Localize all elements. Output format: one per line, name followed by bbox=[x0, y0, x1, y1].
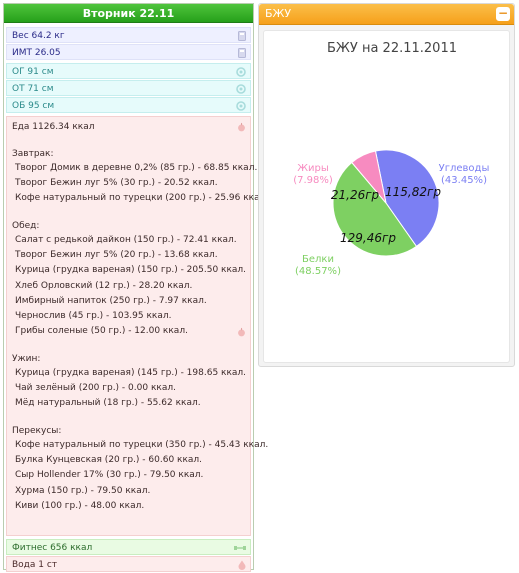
water-label: Вода 1 ст bbox=[12, 560, 58, 570]
dumbbell-icon[interactable] bbox=[234, 543, 246, 553]
pie-chart: БЖУ на 22.11.2011 115,82гр Углеводы(43.45… bbox=[293, 41, 490, 277]
bju-panel-title: БЖУ bbox=[265, 7, 292, 20]
food-total[interactable]: Еда 1126.34 ккал bbox=[12, 122, 95, 132]
bju-panel: БЖУ − БЖУ на 22.11.2011 115,82гр Углеводы… bbox=[258, 3, 515, 367]
fitness-label: Фитнес 656 ккал bbox=[12, 543, 93, 553]
weight-label: Вес 64.2 кг bbox=[12, 31, 65, 41]
apple-icon[interactable] bbox=[237, 327, 246, 337]
slice-percent-label: (7.98%) bbox=[293, 175, 333, 186]
collapse-button[interactable]: − bbox=[496, 6, 510, 21]
slice-fats[interactable] bbox=[351, 150, 387, 204]
ob-label: ОБ 95 см bbox=[12, 101, 55, 111]
tape-measure-icon[interactable] bbox=[236, 84, 246, 94]
food-item[interactable]: Творог Бежин луг 5% (20 гр.) - 13.68 кка… bbox=[15, 250, 218, 261]
food-item[interactable]: Кофе натуральный по турецки (350 гр.) - … bbox=[15, 440, 269, 451]
slice-value-label: 129,46гр bbox=[340, 231, 396, 245]
water-drop-icon[interactable] bbox=[238, 560, 246, 570]
bju-panel-header: БЖУ − bbox=[259, 4, 514, 25]
food-item[interactable]: Чай зелёный (200 гр.) - 0.00 ккал. bbox=[15, 383, 176, 394]
day-title[interactable]: Вторник 22.11 bbox=[4, 4, 253, 23]
food-item[interactable]: Кофе натуральный по турецки (200 гр.) - … bbox=[15, 193, 269, 204]
food-item[interactable]: Творог Домик в деревне 0,2% (85 гр.) - 6… bbox=[15, 163, 258, 173]
slice-carbs[interactable] bbox=[374, 149, 440, 248]
slice-percent-label: (48.57%) bbox=[295, 266, 341, 277]
slice-value-label: 115,82гр bbox=[385, 185, 441, 199]
meal-title-lunch: Обед: bbox=[12, 221, 40, 232]
slice-name-label: Углеводы bbox=[439, 163, 490, 174]
food-item[interactable]: Имбирный напиток (250 гр.) - 7.97 ккал. bbox=[15, 295, 207, 306]
food-item[interactable]: Салат с редькой дайкон (150 гр.) - 72.41… bbox=[15, 235, 237, 246]
apple-icon[interactable] bbox=[237, 122, 246, 132]
food-item[interactable]: Чернослив (45 гр.) - 103.95 ккал. bbox=[15, 310, 172, 321]
water-row[interactable]: Вода 1 ст bbox=[6, 556, 251, 572]
chart-area: БЖУ на 22.11.2011 115,82гр Углеводы (43.45… bbox=[263, 30, 510, 363]
food-item[interactable]: Грибы соленые (50 гр.) - 12.00 ккал. bbox=[15, 325, 188, 336]
chart-title: БЖУ на 22.11.2011 bbox=[327, 41, 457, 56]
food-block: Еда 1126.34 ккал Завтрак: Творог Домик в… bbox=[6, 116, 269, 536]
food-item[interactable]: Сыр Hollender 17% (30 гр.) - 79.50 ккал. bbox=[15, 470, 204, 481]
tape-measure-icon[interactable] bbox=[236, 101, 246, 111]
slice-name-label: Жиры bbox=[297, 163, 329, 174]
tape-measure-icon[interactable] bbox=[236, 67, 246, 77]
meal-title-breakfast: Завтрак: bbox=[12, 149, 54, 159]
fitness-row[interactable]: Фитнес 656 ккал bbox=[6, 539, 251, 555]
slice-name-label: Белки bbox=[302, 254, 334, 265]
slice-percent-label: (43.45%) bbox=[441, 175, 487, 186]
food-item[interactable]: Творог Бежин луг 5% (30 гр.) - 20.52 кка… bbox=[15, 178, 218, 189]
weight-row[interactable]: Вес 64.2 кг bbox=[6, 27, 251, 43]
food-item[interactable]: Хурма (150 гр.) - 79.50 ккал. bbox=[15, 485, 151, 496]
og-row[interactable]: ОГ 91 см bbox=[6, 63, 251, 79]
food-item[interactable]: Хлеб Орловский (12 гр.) - 28.20 ккал. bbox=[15, 280, 193, 291]
ob-row[interactable]: ОБ 95 см bbox=[6, 97, 251, 113]
ot-row[interactable]: ОТ 71 см bbox=[6, 80, 251, 96]
meal-title-dinner: Ужин: bbox=[12, 353, 41, 364]
bmi-label: ИМТ 26.05 bbox=[12, 48, 61, 58]
slice-value-label: 21,26гр bbox=[331, 188, 380, 202]
food-item[interactable]: Курица (грудка вареная) (145 гр.) - 198.… bbox=[15, 367, 247, 378]
bmi-row[interactable]: ИМТ 26.05 bbox=[6, 44, 251, 60]
meal-title-snacks: Перекусы: bbox=[12, 426, 62, 437]
food-item[interactable]: Киви (100 гр.) - 48.00 ккал. bbox=[15, 500, 145, 511]
ot-label: ОТ 71 см bbox=[12, 84, 54, 94]
scale-icon[interactable] bbox=[238, 31, 246, 41]
og-label: ОГ 91 см bbox=[12, 67, 54, 77]
food-item[interactable]: Булка Кунцевская (20 гр.) - 60.60 ккал. bbox=[15, 455, 203, 466]
food-item[interactable]: Курица (грудка вареная) (150 гр.) - 205.… bbox=[15, 265, 247, 276]
day-panel: Вторник 22.11 Вес 64.2 кг ИМТ 26.05 ОГ 9… bbox=[3, 3, 269, 572]
scale-icon[interactable] bbox=[238, 48, 246, 58]
slice-proteins[interactable] bbox=[332, 161, 418, 257]
food-item[interactable]: Мёд натуральный (18 гр.) - 55.62 ккал. bbox=[15, 398, 201, 409]
